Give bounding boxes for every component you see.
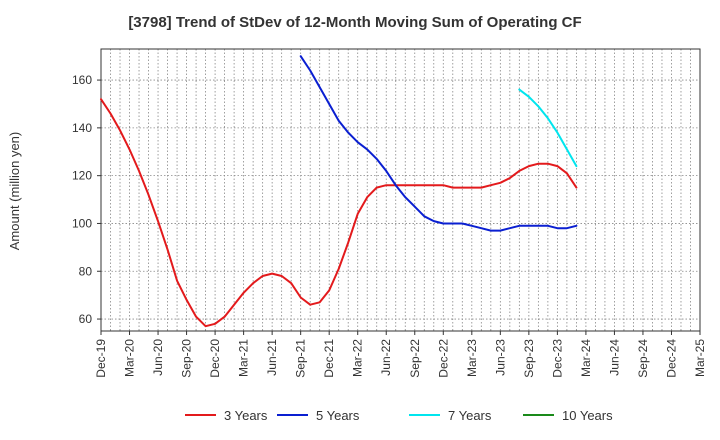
x-tick-label: Dec-22 bbox=[436, 339, 450, 378]
y-axis-ticks: 60 80 100 120 140 160 bbox=[72, 73, 101, 326]
x-tick-label: Mar-22 bbox=[351, 339, 365, 377]
series-lines bbox=[100, 55, 578, 328]
grid-lines bbox=[101, 49, 700, 331]
plot-area-frame bbox=[100, 48, 701, 332]
x-tick-label: Jun-24 bbox=[607, 339, 621, 376]
x-tick-label: Mar-23 bbox=[465, 339, 479, 377]
x-tick-label: Dec-20 bbox=[208, 339, 222, 378]
x-tick-label: Dec-23 bbox=[550, 339, 564, 378]
x-tick-label: Sep-20 bbox=[180, 339, 194, 378]
series-line-3-years bbox=[100, 98, 578, 328]
x-tick-label: Mar-24 bbox=[579, 339, 593, 377]
legend-label-5-years: 5 Years bbox=[316, 408, 360, 423]
x-tick-label: Dec-21 bbox=[322, 339, 336, 378]
y-tick-label: 140 bbox=[72, 121, 92, 135]
x-tick-label: Sep-24 bbox=[636, 339, 650, 378]
chart-title: [3798] Trend of StDev of 12-Month Moving… bbox=[128, 14, 581, 31]
legend: 3 Years 5 Years 7 Years 10 Years bbox=[185, 408, 613, 423]
x-tick-label: Mar-25 bbox=[693, 339, 707, 377]
x-tick-label: Mar-20 bbox=[123, 339, 137, 377]
legend-label-10-years: 10 Years bbox=[562, 408, 613, 423]
x-tick-label: Mar-21 bbox=[237, 339, 251, 377]
series-line-5-years bbox=[299, 55, 578, 232]
y-tick-label: 160 bbox=[72, 73, 92, 87]
legend-label-7-years: 7 Years bbox=[448, 408, 492, 423]
y-tick-label: 60 bbox=[79, 312, 93, 326]
y-axis-label: Amount (million yen) bbox=[7, 132, 22, 251]
x-tick-label: Jun-20 bbox=[151, 339, 165, 376]
x-tick-label: Sep-23 bbox=[522, 339, 536, 378]
legend-label-3-years: 3 Years bbox=[224, 408, 268, 423]
x-axis-ticks: Dec-19 Mar-20 Jun-20 Sep-20 Dec-20 Mar-21 Jun-… bbox=[94, 331, 707, 378]
x-tick-label: Sep-21 bbox=[294, 339, 308, 378]
y-tick-label: 120 bbox=[72, 169, 92, 183]
x-tick-label: Dec-19 bbox=[94, 339, 108, 378]
y-tick-label: 80 bbox=[79, 264, 93, 278]
x-tick-label: Jun-21 bbox=[265, 339, 279, 376]
x-tick-label: Dec-24 bbox=[664, 339, 678, 378]
y-tick-label: 100 bbox=[72, 216, 92, 230]
x-tick-label: Jun-23 bbox=[493, 339, 507, 376]
x-tick-label: Sep-22 bbox=[408, 339, 422, 378]
x-tick-label: Jun-22 bbox=[379, 339, 393, 376]
series-line-7-years bbox=[518, 88, 578, 168]
